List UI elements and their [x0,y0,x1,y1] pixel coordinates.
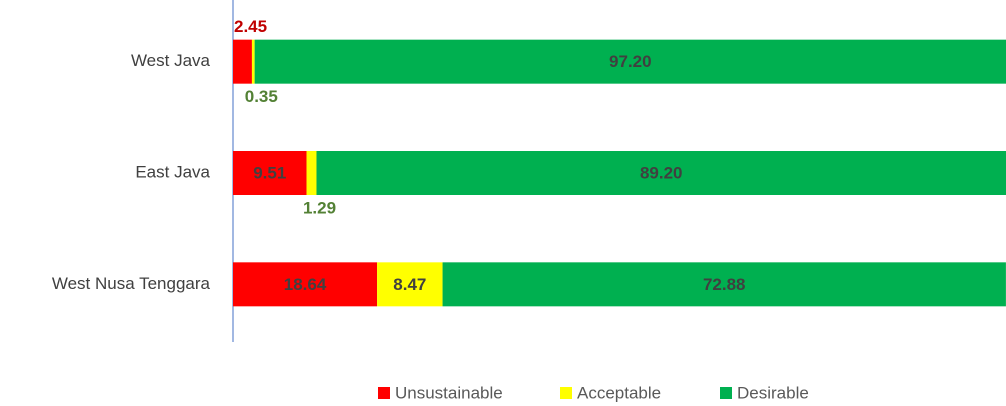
data-label: 0.35 [245,87,278,106]
legend-label: Desirable [737,383,809,402]
data-label: 1.29 [303,198,336,217]
bar-segment [233,151,307,195]
legend-swatch [378,387,390,399]
bar-segment [233,262,378,307]
legend-label: Acceptable [577,383,661,402]
data-label: 2.45 [234,17,267,36]
y-tick-label: East Java [135,162,210,181]
legend-label: Unsustainable [395,383,503,402]
bar-segment [233,39,252,84]
data-label: 8.47 [393,275,426,294]
legend-swatch [560,387,572,399]
bar-segment [442,262,1006,307]
data-label: 72.88 [703,275,746,294]
y-tick-label: West Java [131,51,211,70]
bar-segment [377,262,443,307]
data-label: 89.20 [640,163,683,182]
bar-segment [316,151,1006,195]
bar-segment [306,151,317,195]
bar-segment [254,39,1006,84]
y-tick-label: West Nusa Tenggara [52,274,211,293]
data-label: 18.64 [284,275,327,294]
data-label: 97.20 [609,52,652,71]
legend-swatch [720,387,732,399]
bar-segment [251,39,255,84]
data-label: 9.51 [253,163,286,182]
